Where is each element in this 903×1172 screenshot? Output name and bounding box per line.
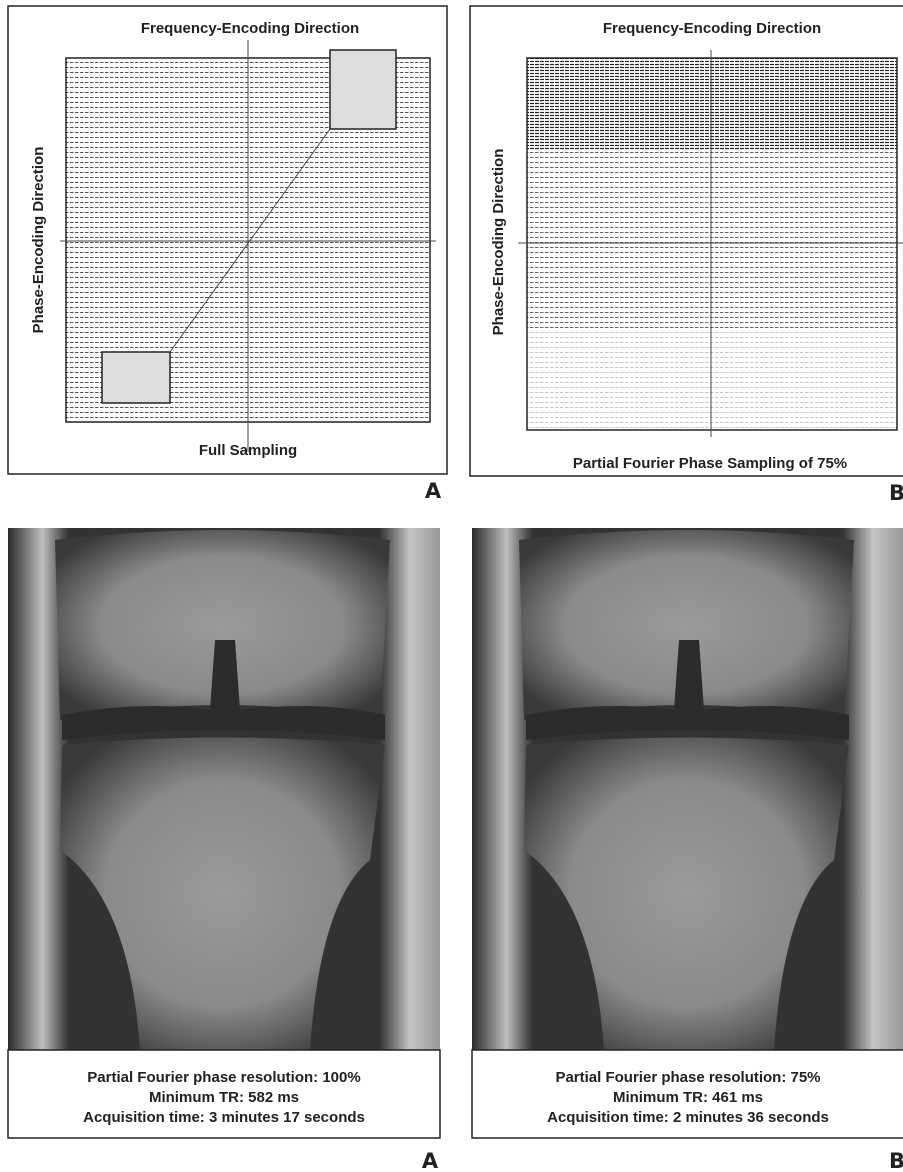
figure: Frequency-Encoding Direction Phase-Encod…: [0, 0, 903, 1172]
side-label: Phase-Encoding Direction: [490, 149, 507, 336]
panel-letter: B: [889, 1149, 903, 1172]
caption-line: Partial Fourier phase resolution: 75%: [555, 1069, 820, 1086]
bottom-label: Full Sampling: [199, 442, 297, 459]
panel-top-b: Frequency-Encoding Direction Phase-Encod…: [470, 6, 903, 505]
panel-top-a: Frequency-Encoding Direction Phase-Encod…: [8, 6, 447, 503]
caption-line: Acquisition time: 3 minutes 17 seconds: [83, 1109, 365, 1126]
panel-letter: A: [422, 1149, 439, 1172]
panel-bottom-b: Partial Fourier phase resolution: 75% Mi…: [472, 528, 903, 1172]
panel-letter: A: [425, 479, 442, 503]
top-label: Frequency-Encoding Direction: [141, 20, 359, 37]
panel-letter: B: [889, 481, 903, 505]
side-label: Phase-Encoding Direction: [30, 147, 47, 334]
unsampled-region: [527, 330, 897, 430]
caption-line: Acquisition time: 2 minutes 36 seconds: [547, 1109, 829, 1126]
panel-bottom-a: Partial Fourier phase resolution: 100% M…: [8, 528, 440, 1172]
top-label: Frequency-Encoding Direction: [603, 20, 821, 37]
sample-box: [330, 50, 396, 129]
caption-line: Minimum TR: 461 ms: [613, 1089, 763, 1106]
caption-line: Partial Fourier phase resolution: 100%: [87, 1069, 360, 1086]
bottom-label: Partial Fourier Phase Sampling of 75%: [573, 455, 847, 472]
page: Frequency-Encoding Direction Phase-Encod…: [0, 0, 903, 1172]
sampled-region: [527, 150, 897, 330]
caption-line: Minimum TR: 582 ms: [149, 1089, 299, 1106]
sample-box: [102, 352, 170, 403]
dense-region: [527, 58, 897, 150]
